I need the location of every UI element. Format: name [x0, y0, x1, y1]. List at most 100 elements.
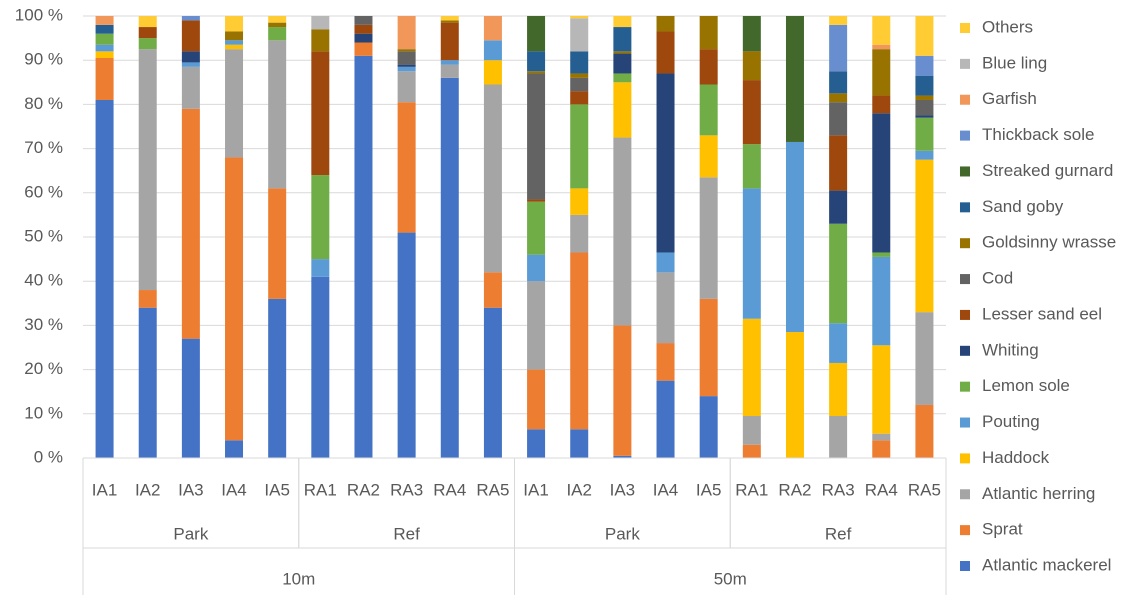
bar-segment	[268, 40, 287, 189]
bar-segment	[656, 73, 675, 253]
group-label: 10m	[282, 569, 315, 588]
bar-segment	[829, 362, 848, 417]
bar-segment	[397, 16, 416, 50]
bar-segment	[311, 16, 330, 30]
bar-segment	[95, 44, 114, 52]
bar-segment	[483, 307, 502, 458]
bar-segment	[311, 276, 330, 458]
bar-segment	[613, 82, 632, 138]
x-tick-label: IA1	[92, 480, 118, 499]
legend-swatch	[960, 130, 970, 141]
bar-segment	[742, 318, 761, 417]
legend-swatch	[960, 489, 970, 500]
bar-segment	[613, 455, 632, 458]
bar-segment	[872, 440, 891, 458]
legend-swatch	[960, 417, 970, 428]
bar-segment	[742, 16, 761, 52]
y-tick-label: 60 %	[24, 182, 63, 201]
bar-segment	[527, 254, 546, 282]
bar-segment	[397, 64, 416, 67]
bar-segment	[397, 66, 416, 72]
bar-segment	[915, 159, 934, 313]
bar-segment	[699, 49, 718, 85]
bar-segment	[311, 29, 330, 52]
y-tick-label: 90 %	[24, 50, 63, 69]
bar-segment	[354, 42, 373, 56]
group-label: Ref	[825, 524, 852, 543]
bar-segment	[440, 77, 459, 458]
bar-segment	[311, 51, 330, 176]
legend-swatch	[960, 23, 970, 33]
bar-segment	[742, 444, 761, 458]
bar-segment	[181, 20, 200, 52]
y-tick-label: 0 %	[34, 447, 63, 466]
x-tick-label: IA3	[610, 480, 636, 499]
bar-segment	[95, 51, 114, 58]
bar-segment	[527, 369, 546, 430]
legend-label: Garfish	[982, 89, 1037, 108]
bar-segment	[915, 55, 934, 76]
bar-segment	[656, 31, 675, 74]
bar-segment	[915, 404, 934, 458]
bar-segment	[915, 75, 934, 96]
legend-label: Cod	[982, 269, 1013, 288]
x-tick-label: IA5	[264, 480, 290, 499]
legend-swatch	[960, 274, 970, 285]
bar-segment	[225, 40, 244, 45]
x-tick-label: RA4	[433, 480, 466, 499]
x-tick-label: RA4	[865, 480, 898, 499]
bar-segment	[699, 177, 718, 299]
bar-segment	[570, 51, 589, 74]
bar-segment	[785, 332, 804, 458]
legend-label: Lemon sole	[982, 376, 1070, 395]
bar-segment	[440, 22, 459, 61]
bar-segment	[225, 44, 244, 50]
legend-label: Goldsinny wrasse	[982, 233, 1116, 252]
bar-segment	[872, 113, 891, 253]
legend-swatch	[960, 381, 970, 392]
bar-segment	[138, 49, 157, 291]
bar-segment	[742, 51, 761, 81]
x-tick-label: IA4	[653, 480, 679, 499]
bar-segment	[138, 290, 157, 308]
bar-segment	[527, 199, 546, 202]
bar-segment	[570, 104, 589, 189]
y-tick-label: 40 %	[24, 271, 63, 290]
bar-segment	[829, 16, 848, 25]
legend-label: Sand goby	[982, 197, 1064, 216]
bar-segment	[656, 252, 675, 273]
x-tick-label: RA1	[304, 480, 337, 499]
legend-label: Haddock	[982, 448, 1050, 467]
bar-segment	[483, 16, 502, 41]
bar-segment	[699, 16, 718, 50]
bar-segment	[181, 62, 200, 67]
bar-segment	[613, 16, 632, 28]
bar-segment	[613, 53, 632, 74]
bar-segment	[613, 137, 632, 326]
legend-swatch	[960, 309, 970, 320]
legend-label: Whiting	[982, 340, 1039, 359]
bar-segment	[785, 16, 804, 142]
bar-segment	[225, 440, 244, 458]
bar-segment	[872, 44, 891, 50]
bar-segment	[656, 272, 675, 344]
bar-segment	[181, 16, 200, 21]
bar-segment	[268, 27, 287, 41]
bar-segment	[829, 190, 848, 224]
y-tick-label: 100 %	[15, 5, 63, 24]
bar-segment	[483, 40, 502, 61]
bar-segment	[527, 429, 546, 458]
bar-segment	[268, 22, 287, 28]
bar-segment	[440, 20, 459, 23]
bar-segment	[354, 16, 373, 25]
legend-label: Atlantic mackerel	[982, 555, 1111, 574]
bar-segment	[915, 312, 934, 405]
bar-segment	[872, 49, 891, 96]
bar-segment	[872, 433, 891, 441]
x-tick-label: RA2	[347, 480, 380, 499]
bar-segment	[829, 323, 848, 363]
bar-segment	[613, 51, 632, 54]
y-tick-label: 10 %	[24, 403, 63, 422]
bar-segment	[527, 281, 546, 370]
